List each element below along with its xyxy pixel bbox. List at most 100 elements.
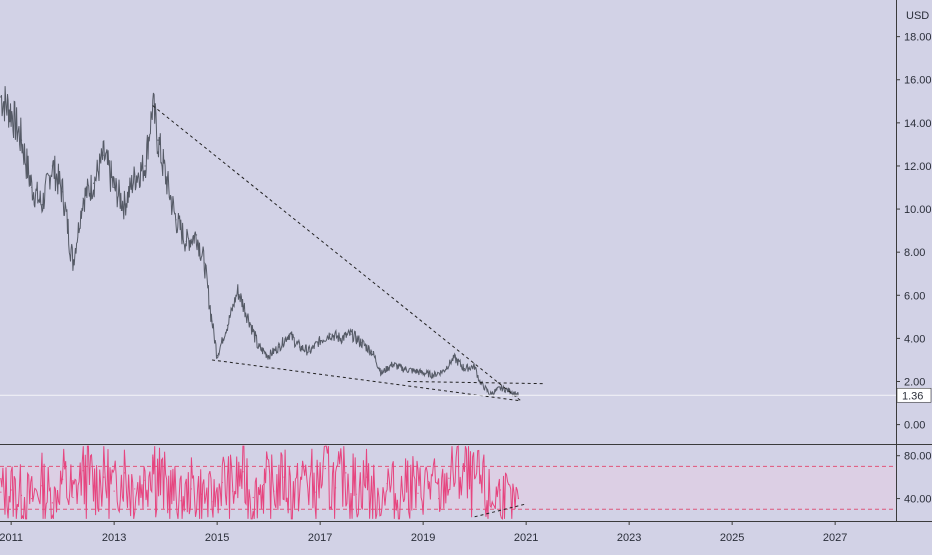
price-point (185, 240, 187, 242)
price-point (360, 342, 362, 344)
rsi-point (376, 508, 378, 510)
y-tick-label: 18.00 (904, 32, 932, 44)
price-point (288, 333, 290, 335)
rsi-point (51, 502, 53, 504)
rsi-point (252, 496, 254, 499)
rsi-point (517, 497, 520, 500)
price-point (41, 204, 43, 206)
rsi-point (396, 500, 398, 502)
rsi-trendline-1[interactable] (474, 503, 527, 518)
rsi-point (0, 491, 2, 493)
price-point (278, 346, 280, 348)
rsi-point (283, 476, 285, 478)
price-point (453, 357, 455, 359)
price-point (247, 316, 249, 318)
rsi-point (211, 501, 213, 503)
price-point (422, 372, 424, 374)
price-point (123, 204, 126, 206)
y-tick-label: 2.00 (904, 376, 925, 388)
rsi-point (10, 489, 12, 491)
rsi-point (221, 481, 223, 484)
rsi-point (417, 492, 419, 494)
rsi-point (479, 481, 481, 484)
price-point (72, 262, 74, 264)
rsi-point (304, 474, 306, 476)
trendline-2[interactable] (211, 359, 522, 402)
rsi-point (324, 467, 326, 470)
rsi-point (62, 478, 64, 480)
price-point (391, 363, 393, 365)
rsi-point (386, 482, 388, 485)
x-tick-label: 2025 (720, 532, 744, 544)
price-point (381, 372, 383, 374)
y-tick-label: 16.00 (904, 75, 932, 87)
y-tick-label: 8.00 (904, 247, 925, 259)
x-tick-label: 2019 (411, 532, 435, 544)
x-tick-label: 2015 (205, 532, 229, 544)
price-point (157, 139, 159, 141)
price-point (371, 350, 373, 352)
rsi-point (82, 470, 84, 472)
rsi-y-tick-label: 40.00 (904, 494, 932, 506)
rsi-point (152, 457, 154, 459)
price-point (479, 380, 481, 383)
rsi-point (407, 478, 409, 480)
rsi-pane (0, 445, 896, 520)
rsi-point (293, 494, 295, 496)
rsi-point (314, 491, 316, 493)
rsi-point (159, 481, 162, 484)
price-point (432, 374, 435, 376)
price-point (340, 337, 342, 339)
rsi-point (489, 503, 491, 505)
price-point (216, 355, 218, 357)
price-point (113, 186, 115, 189)
last-price-badge (896, 387, 932, 403)
price-point (463, 367, 465, 370)
y-tick-label: 4.00 (904, 333, 925, 345)
last-price-label: 1.36 (902, 390, 923, 402)
price-point (443, 370, 445, 372)
rsi-point (335, 487, 337, 489)
rsi-point (20, 494, 23, 496)
trendline-3[interactable] (407, 380, 545, 385)
price-point (319, 339, 321, 342)
rsi-point (427, 480, 429, 483)
rsi-point (468, 485, 471, 487)
price-point (329, 333, 332, 335)
x-tick-label: 2023 (617, 532, 641, 544)
rsi-point (190, 488, 192, 490)
price-point (412, 370, 414, 372)
rsi-point (113, 490, 115, 492)
price-point (10, 111, 12, 113)
price-point (237, 290, 239, 292)
price-point (474, 365, 476, 368)
y-tick-label: 10.00 (904, 204, 932, 216)
rsi-point (92, 485, 95, 487)
rsi-point (31, 497, 33, 500)
rsi-point (180, 500, 182, 502)
rsi-point (448, 477, 450, 479)
rsi-point (273, 490, 275, 492)
trendline-1[interactable] (152, 105, 522, 402)
rsi-point (355, 493, 357, 495)
rsi-point (72, 496, 74, 499)
price-point (92, 182, 95, 184)
rsi-point (123, 472, 126, 474)
price-point (51, 165, 53, 167)
price-point (298, 346, 301, 348)
price-point (489, 393, 491, 396)
rsi-series-line (0, 445, 519, 520)
rsi-point (345, 472, 347, 474)
rsi-point (201, 493, 203, 495)
price-point (309, 350, 311, 352)
price-point (350, 333, 352, 335)
price-point (211, 320, 213, 322)
price-point (510, 390, 512, 392)
x-tick-label: 2011 (0, 532, 23, 544)
rsi-point (365, 476, 368, 478)
price-point (226, 324, 229, 327)
price-point (203, 262, 205, 264)
